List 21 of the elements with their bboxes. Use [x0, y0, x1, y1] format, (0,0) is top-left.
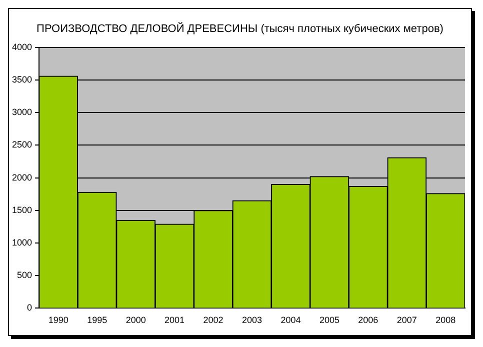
- y-tick-label: 1000: [12, 237, 32, 248]
- x-tick-label: 2000: [126, 315, 146, 326]
- x-tick-label: 2008: [436, 315, 456, 326]
- y-tick-label: 500: [16, 270, 32, 280]
- x-tick-label: 2001: [164, 315, 185, 326]
- y-tick-label: 3500: [12, 74, 32, 84]
- y-tick-label: 2000: [12, 172, 32, 182]
- y-tick-label: 2500: [12, 140, 32, 150]
- x-tick-label: 2007: [396, 315, 417, 326]
- x-tick-label: 1990: [48, 315, 68, 326]
- y-tick-label: 1500: [12, 204, 32, 215]
- x-tick-label: 2005: [319, 315, 340, 326]
- x-tick-label: 2006: [358, 315, 378, 326]
- x-tick-label: 2003: [242, 315, 262, 326]
- y-tick-label: 4000: [12, 42, 32, 52]
- x-tick-label: 2004: [280, 315, 301, 326]
- y-tick-label: 3000: [12, 107, 32, 118]
- chart-title: ПРОИЗВОДСТВО ДЕЛОВОЙ ДРЕВЕСИНЫ (тысяч плотных кубических метров): [36, 23, 444, 35]
- x-tick-label: 1995: [87, 315, 108, 326]
- x-tick-label: 2002: [203, 315, 224, 326]
- y-tick-label: 0: [27, 302, 32, 313]
